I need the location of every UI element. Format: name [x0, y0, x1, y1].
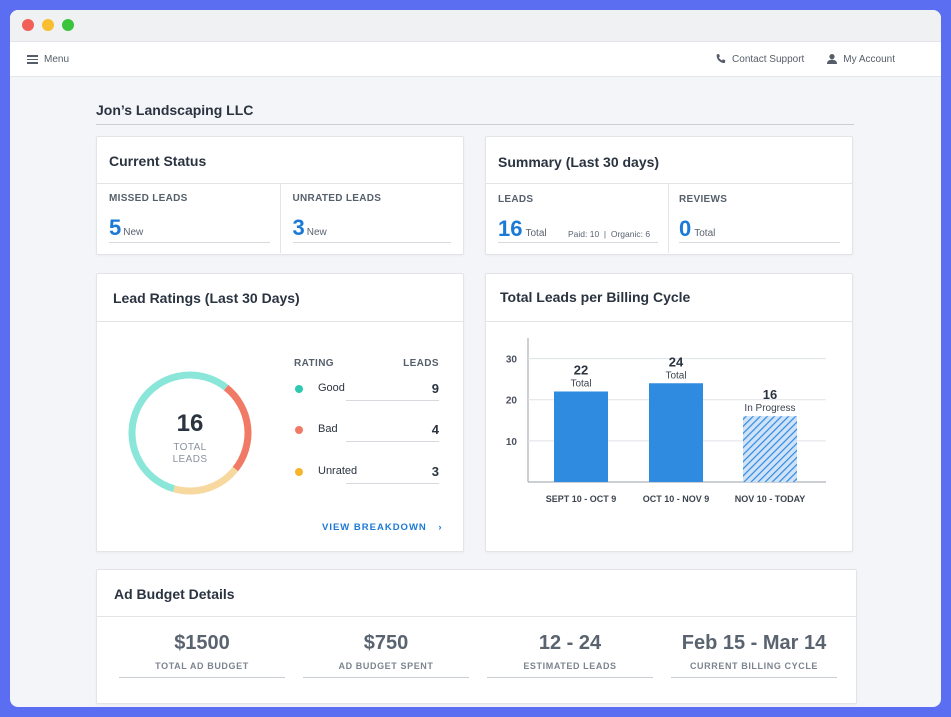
budget-value: Feb 15 - Mar 14 — [681, 632, 827, 654]
phone-icon — [716, 54, 726, 64]
rating-dot-icon — [295, 468, 303, 476]
donut-total-label-1: TOTAL — [173, 442, 207, 453]
summary-leads-value: 16 — [498, 216, 523, 241]
y-tick-label: 30 — [506, 355, 518, 366]
x-category-label: NOV 10 - TODAY — [735, 494, 806, 504]
lead-ratings-card: Lead Ratings (Last 30 Days) 16 TOTAL LEA… — [96, 273, 464, 552]
lead-ratings-donut — [128, 371, 252, 495]
missed-leads-stat[interactable]: MISSED LEADS 5 New — [97, 184, 280, 253]
bar-1[interactable] — [554, 391, 608, 482]
billing-chart-title: Total Leads per Billing Cycle — [486, 274, 852, 322]
my-account-link[interactable]: My Account — [826, 53, 895, 65]
missed-leads-sub: New — [123, 227, 144, 238]
rating-value: 9 — [431, 381, 439, 396]
summary-reviews-stat[interactable]: REVIEWS 0 Total — [668, 184, 852, 253]
summary-leads-label: LEADS — [498, 194, 534, 205]
y-tick-label: 10 — [506, 437, 518, 448]
ratings-table: RATING LEADS Good 9 Bad 4 Unrated 3 — [294, 358, 439, 498]
bar-value-label: 16 — [763, 387, 777, 402]
missed-leads-value: 5 — [109, 215, 122, 240]
summary-leads-sub: Total — [525, 228, 547, 239]
donut-segment-good — [128, 371, 229, 493]
summary-reviews-value: 0 — [679, 216, 692, 241]
rating-value: 3 — [431, 464, 439, 479]
rating-column-header: RATING — [294, 358, 334, 369]
unrated-leads-stat[interactable]: UNRATED LEADS 3 New — [279, 184, 464, 253]
unrated-leads-value: 3 — [292, 215, 305, 240]
summary-reviews-label: REVIEWS — [679, 194, 728, 205]
close-window-button[interactable] — [22, 19, 34, 31]
donut-segment-unrated — [173, 466, 239, 495]
x-category-label: OCT 10 - NOV 9 — [643, 494, 710, 504]
missed-leads-label: MISSED LEADS — [109, 193, 188, 204]
unrated-leads-sub: New — [306, 227, 327, 238]
menu-label: Menu — [44, 53, 70, 65]
bar-2[interactable] — [649, 383, 703, 482]
ad-budget-card: Ad Budget Details $1500 TOTAL AD BUDGET $7… — [96, 569, 857, 704]
budget-label: AD BUDGET SPENT — [338, 661, 434, 671]
budget-value: 12 - 24 — [538, 632, 602, 654]
rating-label: Good — [318, 382, 345, 394]
budget-label: CURRENT BILLING CYCLE — [689, 661, 819, 671]
rating-dot-icon — [295, 426, 303, 434]
budget-value: $750 — [363, 632, 409, 654]
rating-label: Bad — [318, 423, 338, 435]
donut-total-value: 16 — [176, 410, 204, 437]
x-category-label: SEPT 10 - OCT 9 — [546, 494, 617, 504]
budget-value: $1500 — [174, 632, 230, 654]
user-icon — [827, 54, 838, 64]
hamburger-icon — [27, 55, 38, 64]
view-breakdown-label: VIEW BREAKDOWN — [322, 522, 427, 533]
rating-dot-icon — [295, 385, 303, 393]
bar-3[interactable] — [743, 416, 797, 482]
billing-chart-card: Total Leads per Billing Cycle 10 20 30 22 T… — [485, 273, 853, 552]
view-breakdown-link[interactable]: VIEW BREAKDOWN › — [322, 522, 443, 533]
budget-item: 12 - 24 ESTIMATED LEADS — [487, 632, 653, 678]
company-name: Jon’s Landscaping LLC — [96, 102, 854, 125]
ad-budget-title: Ad Budget Details — [97, 570, 856, 617]
bar-value-label: 24 — [669, 354, 684, 369]
rating-row-unrated: Unrated 3 — [294, 459, 439, 484]
maximize-window-button[interactable] — [62, 19, 74, 31]
contact-support-link[interactable]: Contact Support — [715, 53, 804, 65]
current-status-title: Current Status — [97, 137, 463, 184]
bar-note-label: In Progress — [744, 403, 795, 414]
bar-note-label: Total — [665, 370, 686, 381]
y-tick-label: 20 — [506, 396, 518, 407]
summary-card: Summary (Last 30 days) LEADS 16 Total Pa… — [485, 136, 853, 255]
summary-reviews-sub: Total — [694, 228, 716, 239]
window-titlebar — [10, 10, 941, 42]
budget-label: ESTIMATED LEADS — [523, 661, 617, 671]
contact-support-label: Contact Support — [732, 53, 805, 65]
minimize-window-button[interactable] — [42, 19, 54, 31]
top-navbar: Menu Contact Support My Account — [10, 42, 941, 77]
lead-ratings-title: Lead Ratings (Last 30 Days) — [97, 274, 463, 322]
summary-title: Summary (Last 30 days) — [486, 137, 852, 184]
menu-button[interactable]: Menu — [27, 42, 69, 76]
browser-window: Menu Contact Support My Account Jon’s La… — [10, 10, 941, 707]
summary-leads-detail: Paid: 10 | Organic: 6 — [568, 229, 651, 239]
chevron-right-icon: › — [438, 522, 443, 533]
my-account-label: My Account — [843, 53, 895, 65]
bar-note-label: Total — [570, 378, 591, 389]
donut-total-label-2: LEADS — [172, 454, 208, 465]
donut-segment-bad — [223, 384, 252, 472]
rating-value: 4 — [431, 422, 439, 437]
summary-leads-stat[interactable]: LEADS 16 Total Paid: 10 | Organic: 6 — [486, 184, 668, 253]
budget-item: Feb 15 - Mar 14 CURRENT BILLING CYCLE — [671, 632, 837, 678]
budget-label: TOTAL AD BUDGET — [155, 661, 249, 671]
rating-row-good: Good 9 — [294, 376, 439, 401]
rating-label: Unrated — [318, 465, 358, 477]
current-status-card: Current Status MISSED LEADS 5 New UNRATE… — [96, 136, 464, 255]
bar-value-label: 22 — [574, 362, 588, 377]
budget-item: $750 AD BUDGET SPENT — [303, 632, 469, 678]
rating-row-bad: Bad 4 — [294, 417, 439, 442]
budget-item: $1500 TOTAL AD BUDGET — [119, 632, 285, 678]
unrated-leads-label: UNRATED LEADS — [292, 193, 382, 204]
leads-column-header: LEADS — [403, 358, 439, 369]
